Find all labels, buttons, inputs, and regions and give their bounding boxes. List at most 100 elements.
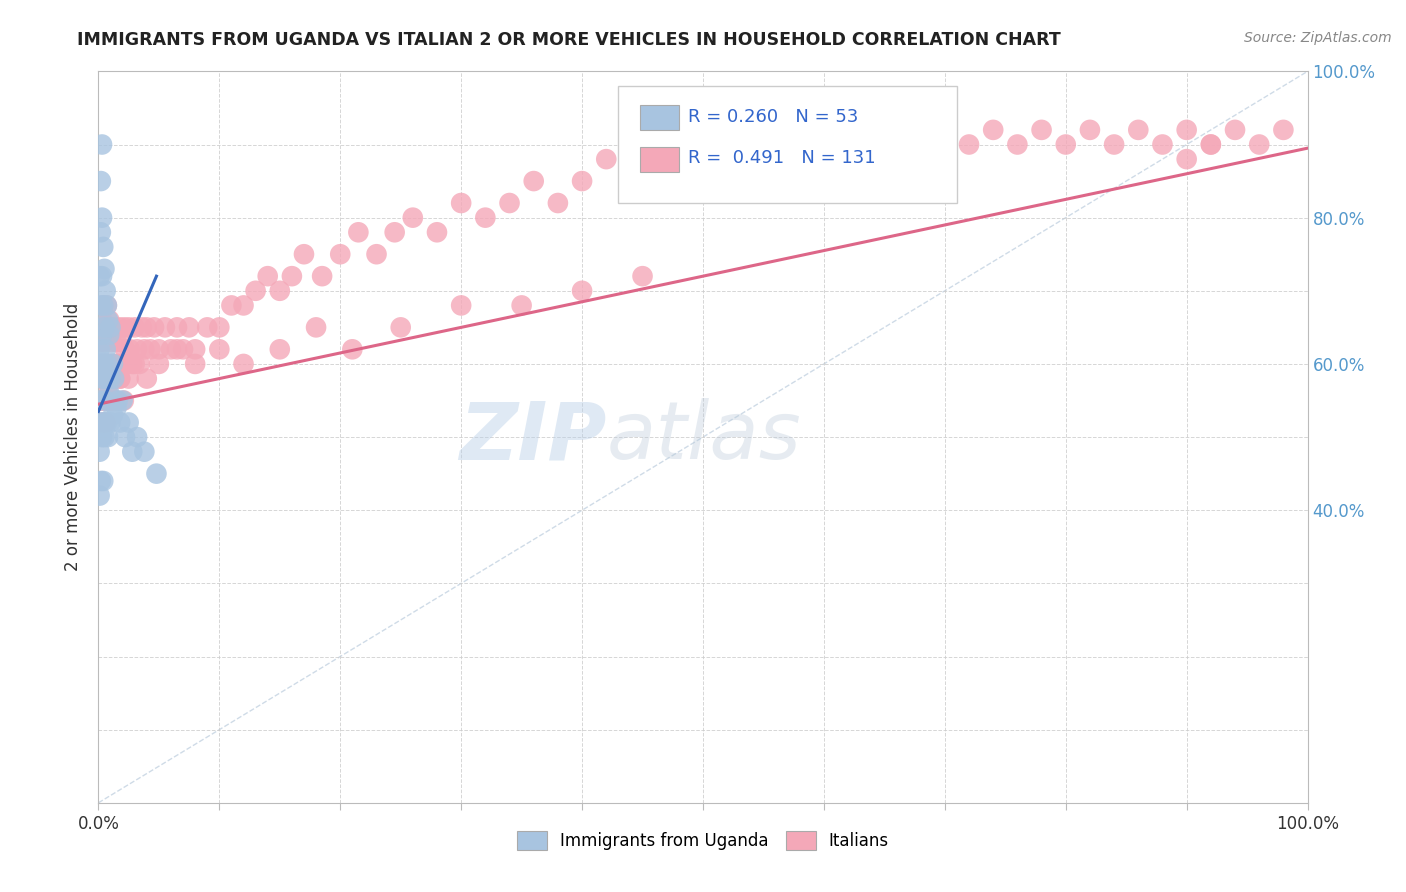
Point <box>256 269 278 284</box>
Point <box>498 196 520 211</box>
Point <box>89 393 111 408</box>
Point <box>124 320 146 334</box>
Point <box>981 123 1004 137</box>
Point <box>89 357 111 371</box>
Point <box>97 371 120 385</box>
Point <box>101 371 124 385</box>
Point <box>108 416 131 430</box>
Point <box>103 371 125 385</box>
Point <box>329 247 352 261</box>
Point <box>108 371 131 385</box>
Point <box>101 357 124 371</box>
Point <box>765 137 787 152</box>
Point <box>134 343 156 357</box>
Point <box>118 371 141 385</box>
Point <box>96 357 118 371</box>
Point <box>90 416 112 430</box>
Point <box>105 401 128 415</box>
Point <box>90 174 112 188</box>
Point <box>89 444 111 458</box>
Point <box>221 298 243 312</box>
Point <box>619 174 641 188</box>
Point <box>91 371 114 385</box>
Point <box>91 416 114 430</box>
Point <box>1031 123 1053 137</box>
Point <box>90 393 112 408</box>
Point <box>100 320 122 334</box>
Point <box>93 320 115 334</box>
Point <box>98 313 121 327</box>
Point <box>1175 123 1198 137</box>
Point <box>860 137 883 152</box>
Point <box>184 343 207 357</box>
Point <box>91 137 114 152</box>
Text: atlas: atlas <box>606 398 801 476</box>
Point <box>96 298 118 312</box>
Point <box>148 343 170 357</box>
Point <box>98 327 121 342</box>
Point <box>91 211 114 225</box>
Point <box>89 489 111 503</box>
Text: ZIP: ZIP <box>458 398 606 476</box>
Point <box>100 371 122 385</box>
Point <box>311 269 333 284</box>
Point <box>121 357 143 371</box>
Point <box>91 240 114 254</box>
Point <box>101 320 124 334</box>
Point <box>366 247 388 261</box>
Point <box>90 334 112 349</box>
Point <box>118 416 141 430</box>
Point <box>98 371 121 385</box>
Point <box>90 298 112 312</box>
Point <box>957 137 980 152</box>
Point <box>547 196 569 211</box>
Point <box>107 357 129 371</box>
Point <box>97 327 120 342</box>
Point <box>100 416 122 430</box>
Point <box>96 416 118 430</box>
Point <box>94 284 117 298</box>
Point <box>510 298 533 312</box>
Point <box>91 416 114 430</box>
Point <box>93 371 115 385</box>
Point <box>94 371 117 385</box>
Point <box>93 430 115 444</box>
Point <box>342 343 364 357</box>
Point <box>1272 123 1295 137</box>
Point <box>1223 123 1246 137</box>
Point <box>108 371 131 385</box>
Point <box>112 393 135 408</box>
Point <box>644 152 666 166</box>
Point <box>134 444 156 458</box>
Point <box>1128 123 1150 137</box>
Point <box>426 225 449 239</box>
Point <box>118 320 141 334</box>
Point <box>94 320 117 334</box>
Point <box>837 152 859 166</box>
Point <box>208 320 231 334</box>
Point <box>347 225 370 239</box>
Point <box>269 284 291 298</box>
Point <box>121 444 143 458</box>
Point <box>96 298 118 312</box>
Point <box>93 393 115 408</box>
Point <box>813 137 835 152</box>
Point <box>131 320 153 334</box>
Point <box>1199 137 1222 152</box>
Point <box>184 357 207 371</box>
Point <box>128 357 150 371</box>
Point <box>135 371 157 385</box>
Point <box>105 334 128 349</box>
Point <box>96 393 118 408</box>
Point <box>143 320 166 334</box>
Point <box>208 343 231 357</box>
Point <box>1054 137 1077 152</box>
Point <box>292 247 315 261</box>
Point <box>104 371 127 385</box>
Point <box>91 474 114 488</box>
Point <box>789 152 811 166</box>
Point <box>110 334 132 349</box>
Point <box>523 174 546 188</box>
Point <box>595 152 617 166</box>
Point <box>91 371 114 385</box>
